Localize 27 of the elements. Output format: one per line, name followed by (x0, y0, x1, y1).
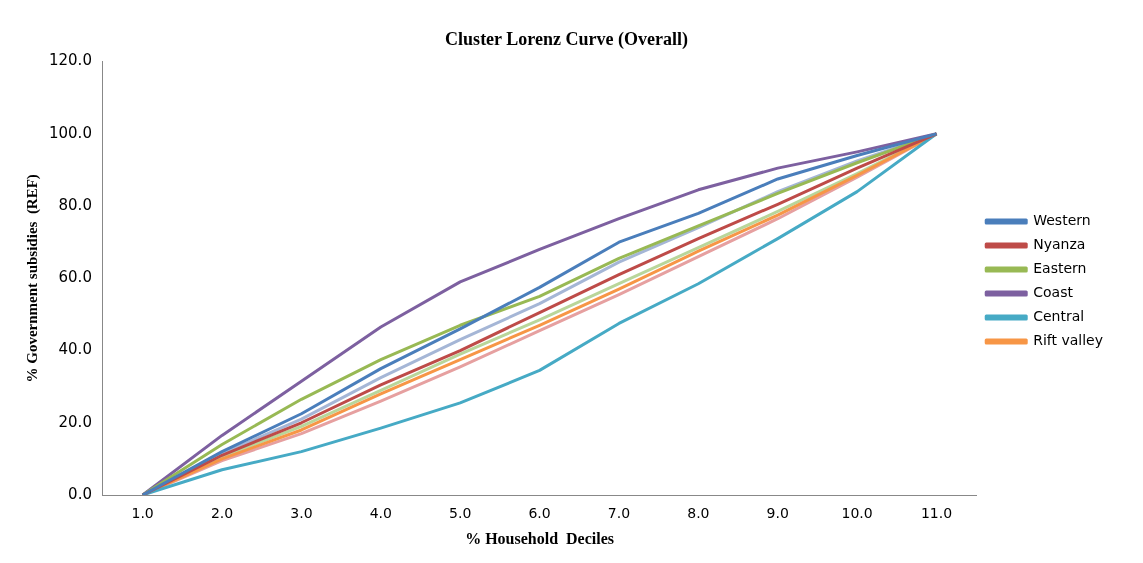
x-axis-title: % Household Deciles (465, 529, 615, 547)
x-tick-label: 10.0 (841, 505, 873, 522)
y-tick-label: 120.0 (48, 51, 92, 70)
x-tick-label: 3.0 (290, 505, 313, 522)
x-tick-label: 7.0 (607, 505, 631, 522)
legend-label: Nyanza (1033, 236, 1086, 253)
y-tick-label: 20.0 (58, 412, 92, 431)
legend-label: Central (1033, 308, 1085, 325)
x-tick-label: 11.0 (920, 505, 953, 522)
y-tick-label: 100.0 (48, 123, 92, 142)
x-tick-label: 9.0 (766, 505, 789, 522)
legend-label: Western (1033, 212, 1091, 229)
y-axis-title: % Government subsidies (REF) (23, 174, 41, 383)
legend-label: Coast (1033, 284, 1074, 301)
x-tick-label: 2.0 (210, 505, 234, 522)
legend-label: Eastern (1033, 260, 1087, 277)
y-tick-label: 60.0 (58, 268, 92, 287)
x-tick-label: 5.0 (449, 505, 472, 522)
y-tick-label: 0.0 (68, 484, 92, 503)
x-tick-label: 1.0 (131, 505, 154, 522)
x-tick-label: 4.0 (369, 505, 392, 522)
x-tick-label: 6.0 (528, 505, 551, 522)
chart-title: Cluster Lorenz Curve (Overall) (445, 29, 688, 51)
x-tick-label: 8.0 (687, 505, 710, 522)
y-tick-label: 80.0 (58, 195, 92, 214)
legend-label: Rift valley (1033, 332, 1103, 349)
y-tick-label: 40.0 (58, 340, 92, 359)
